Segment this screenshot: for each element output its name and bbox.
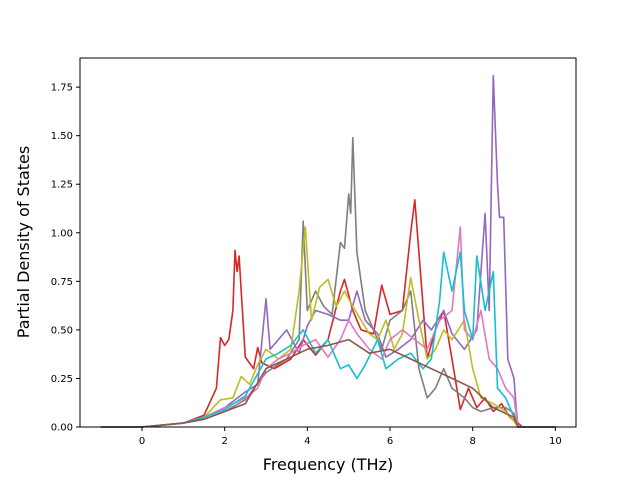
series-line-6 (100, 251, 556, 428)
x-axis-label: Frequency (THz) (263, 455, 393, 474)
series-line-1 (100, 199, 556, 428)
y-tick-label: 1.50 (51, 131, 73, 142)
x-tick-label: 2 (221, 436, 227, 447)
y-tick-label: 1.00 (51, 228, 73, 239)
series-layer (100, 74, 556, 428)
y-tick-label: 0.00 (51, 423, 73, 434)
x-axis-ticks: 0 2 4 6 8 10 (139, 427, 562, 447)
y-tick-label: 1.25 (51, 180, 73, 191)
series-line-2 (100, 74, 556, 428)
y-tick-label: 1.75 (51, 83, 73, 94)
y-tick-label: 0.25 (51, 374, 73, 385)
x-tick-label: 4 (304, 436, 310, 447)
x-tick-label: 8 (469, 436, 475, 447)
series-line-7 (100, 338, 556, 428)
x-tick-label: 0 (139, 436, 145, 447)
series-line-4 (100, 226, 556, 428)
x-tick-label: 6 (387, 436, 393, 447)
y-tick-label: 0.50 (51, 325, 73, 336)
x-tick-label: 10 (549, 436, 562, 447)
plot-frame (79, 57, 577, 428)
y-axis-label: Partial Density of States (14, 146, 33, 338)
y-axis-ticks: 0.00 0.25 0.50 0.75 1.00 1.25 1.50 1.75 (51, 83, 80, 434)
y-tick-label: 0.75 (51, 277, 73, 288)
